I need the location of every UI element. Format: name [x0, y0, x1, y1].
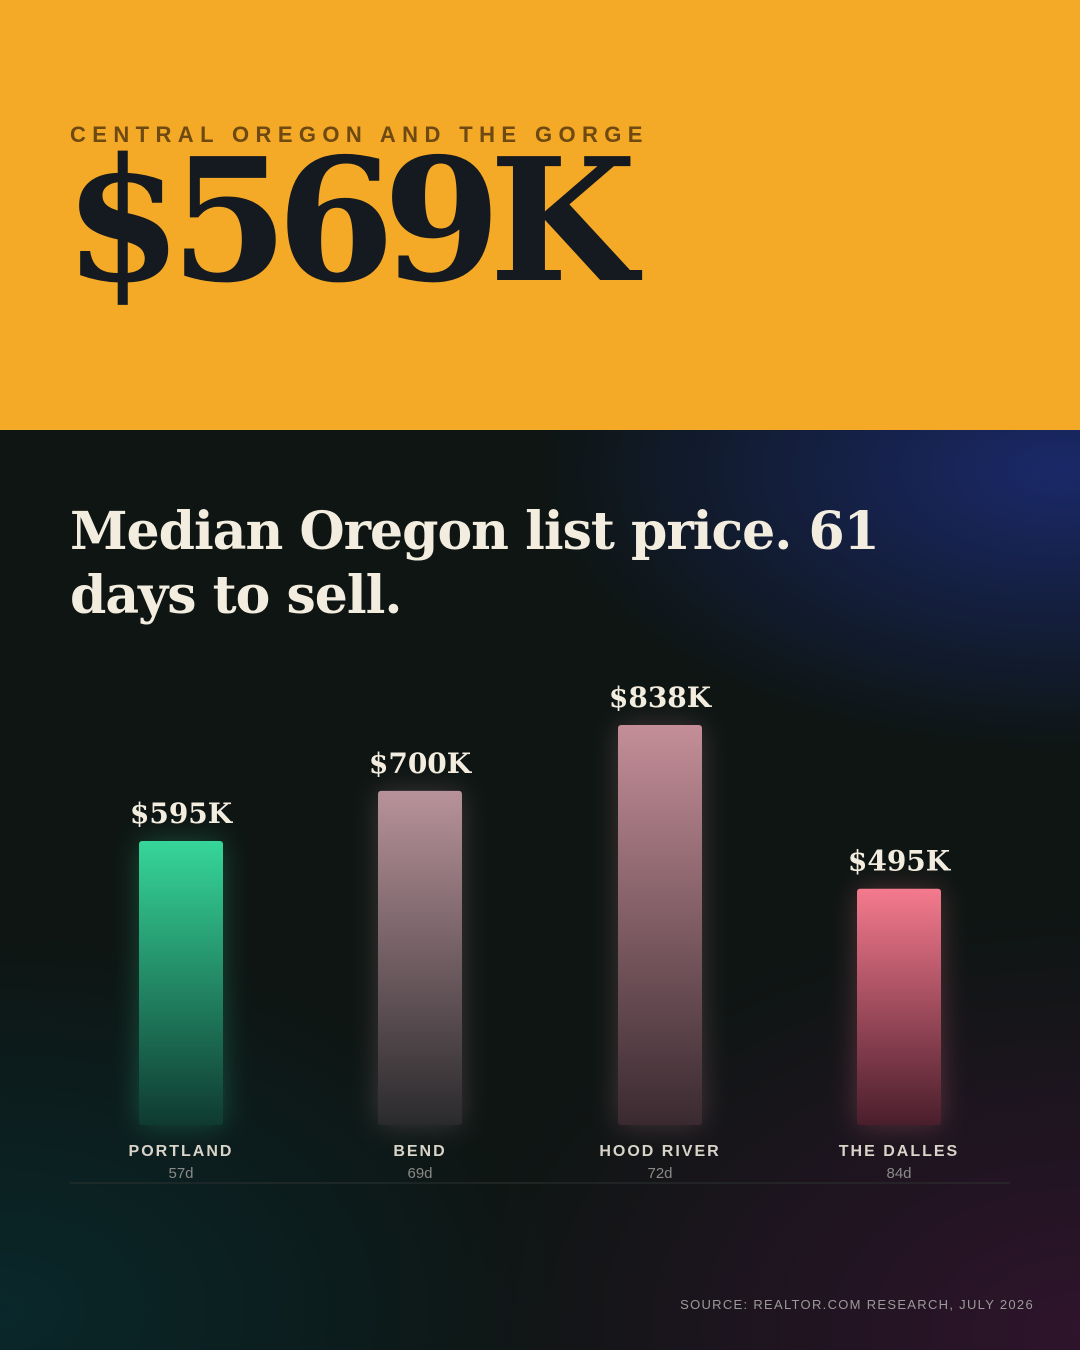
median-price-figure: $569K [64, 121, 637, 321]
bar-the-dalles [857, 888, 941, 1125]
bar-value-label: $838K [609, 681, 713, 714]
days-to-sell-label: 72d [647, 1165, 672, 1182]
source-note: SOURCE: REALTOR.COM RESEARCH, JULY 2026 [680, 1297, 1034, 1312]
bar-value-label: $595K [130, 797, 234, 830]
region-kicker: CENTRAL OREGON AND THE GORGE [70, 122, 649, 147]
days-to-sell-label: 69d [407, 1165, 432, 1182]
category-label: PORTLAND [129, 1143, 234, 1160]
category-label: THE DALLES [839, 1143, 959, 1160]
bar-value-label: $700K [369, 747, 473, 780]
bar-bend [378, 790, 462, 1125]
category-label: HOOD RIVER [599, 1143, 720, 1160]
category-label: BEND [393, 1143, 446, 1160]
bar-value-label: $495K [848, 845, 952, 878]
headline: Median Oregon list price. 61 days to sel… [70, 501, 880, 626]
bar-portland [139, 841, 223, 1125]
days-to-sell-label: 57d [168, 1165, 193, 1182]
days-to-sell-label: 84d [886, 1165, 911, 1182]
bar-hood-river [618, 725, 702, 1125]
bars-layer: $595K PORTLAND 57d $700K BEND 69d $838K HOOD RI… [129, 681, 959, 1182]
hero-panel: CENTRAL OREGON AND THE GORGE $569K [0, 0, 1080, 430]
